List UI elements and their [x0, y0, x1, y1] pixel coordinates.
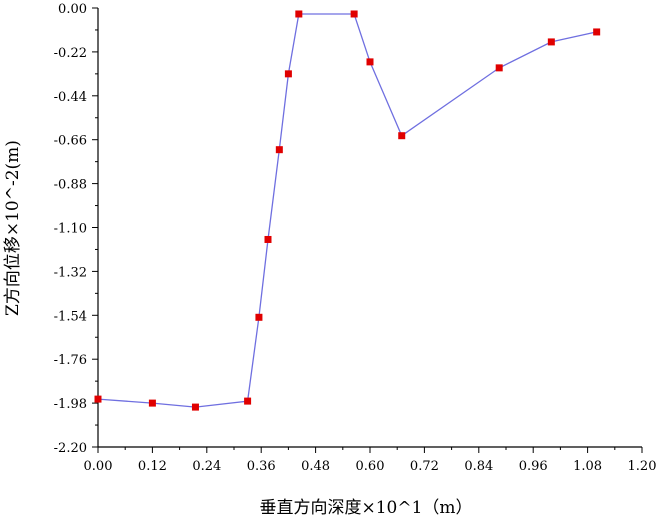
y-tick-label: -1.98 — [54, 397, 87, 412]
y-tick-label: -1.10 — [54, 222, 87, 237]
x-tick-label: 0.24 — [192, 459, 221, 474]
data-point-marker — [264, 235, 272, 243]
x-tick-label: 0.84 — [464, 459, 493, 474]
data-point-marker — [191, 403, 199, 411]
x-tick-label: 1.20 — [628, 459, 657, 474]
y-tick-label: -1.32 — [54, 265, 87, 280]
series-line — [97, 13, 597, 408]
y-axis-title: Z方向位移×10^-2(m) — [3, 140, 23, 316]
data-point-marker — [94, 395, 102, 403]
y-tick-label: -1.76 — [54, 353, 87, 368]
x-tick-label: 0.12 — [138, 459, 167, 474]
data-point-marker — [495, 64, 503, 72]
data-point-marker — [244, 397, 252, 405]
x-axis-title: 垂直方向深度×10^1（m） — [259, 498, 472, 518]
y-tick-label: -0.66 — [54, 134, 87, 149]
x-tick-label: 0.96 — [519, 459, 548, 474]
y-tick-label: -0.44 — [54, 90, 87, 105]
data-point-marker — [547, 38, 555, 46]
data-point-marker — [350, 10, 358, 18]
x-tick-label: 0.00 — [84, 459, 113, 474]
y-tick-label: -2.20 — [54, 441, 87, 456]
y-tick-label: 0.00 — [58, 2, 87, 17]
axes: 0.00 0.12 0.24 0.36 0.48 0.60 0.72 0.84 0.96 1.08… — [54, 2, 657, 474]
y-tick-label: -0.22 — [54, 46, 87, 61]
x-tick-label: 0.72 — [410, 459, 439, 474]
x-tick-label: 0.36 — [247, 459, 276, 474]
series-layer — [94, 10, 601, 411]
data-point-marker — [593, 28, 601, 36]
x-tick-label: 0.48 — [301, 459, 330, 474]
data-point-marker — [284, 70, 292, 78]
data-point-marker — [398, 132, 406, 140]
data-point-marker — [275, 146, 283, 154]
data-point-marker — [255, 313, 263, 321]
x-tick-label: 0.60 — [356, 459, 385, 474]
data-point-marker — [148, 399, 156, 407]
y-tick-label: -1.54 — [54, 309, 87, 324]
data-point-marker — [295, 10, 303, 18]
y-tick-label: -0.88 — [54, 178, 87, 193]
x-tick-label: 1.08 — [573, 459, 602, 474]
data-point-marker — [366, 58, 374, 66]
